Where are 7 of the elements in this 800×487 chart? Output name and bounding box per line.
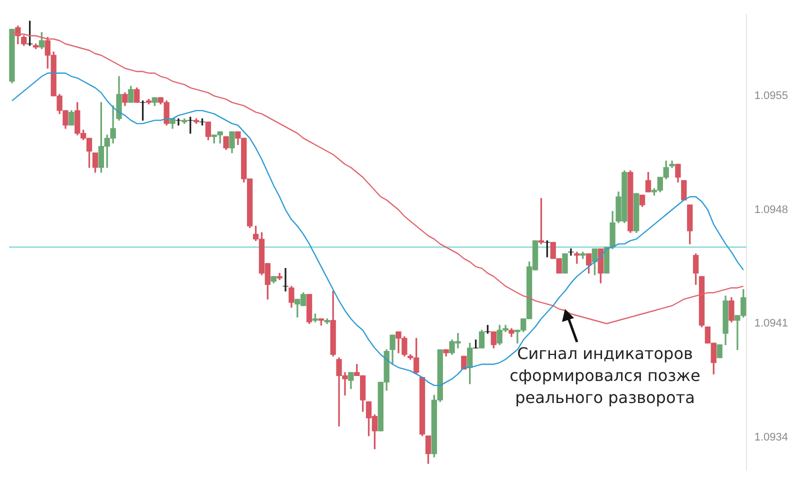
candlestick bbox=[568, 248, 574, 256]
y-tick-label: 1.0955 bbox=[754, 90, 788, 102]
y-tick-label: 1.0934 bbox=[754, 432, 788, 444]
annotation: Сигнал индикаторов сформировался позже реального разворота bbox=[508, 343, 702, 409]
y-tick-label: 1.0948 bbox=[754, 204, 788, 216]
candlestick bbox=[669, 160, 675, 168]
y-tick-label: 1.0941 bbox=[754, 318, 788, 330]
